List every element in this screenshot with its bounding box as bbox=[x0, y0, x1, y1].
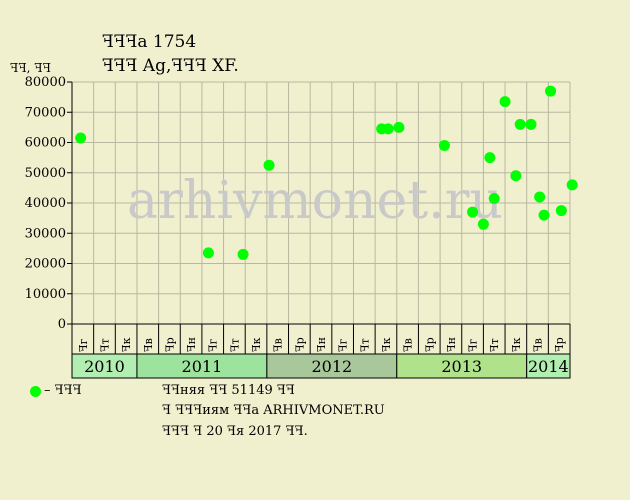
data-point bbox=[545, 85, 557, 97]
chart-title: ꟻꟻꟻa 1754 bbox=[102, 32, 197, 52]
watermark: arhivmonet.ru bbox=[127, 171, 503, 231]
y-tick-label: 40000 bbox=[25, 196, 66, 211]
x-tick-label: ꟻк bbox=[380, 337, 393, 352]
x-tick-label: ꟻн bbox=[445, 337, 458, 352]
x-tick-label: ꟻт bbox=[228, 338, 241, 352]
year-label: 2012 bbox=[311, 357, 352, 376]
data-point bbox=[237, 248, 249, 260]
year-band bbox=[136, 353, 268, 379]
x-axis: ꟻг ꟻт ꟻк ꟻв ꟻр ꟻн ꟻг ꟻт ꟻк ꟻв ꟻр ꟻн ꟻг ꟻт ꟻк ꟻв ꟻр ꟻн ꟻг ꟻт… bbox=[71, 324, 571, 379]
data-point bbox=[555, 205, 567, 217]
average-price-note: ꟻꟻняя ꟻꟻ 51149 ꟻꟻ bbox=[162, 383, 295, 398]
year-band bbox=[396, 353, 528, 379]
data-point bbox=[534, 191, 546, 203]
x-tick-label: ꟻр bbox=[423, 337, 436, 352]
y-tick-label: 10000 bbox=[25, 287, 66, 302]
x-tick-label: ꟻв bbox=[402, 338, 415, 352]
y-tick-label: 20000 bbox=[25, 257, 66, 272]
year-band bbox=[526, 353, 571, 379]
data-point bbox=[538, 209, 550, 221]
date-note: ꟻꟻꟻ ꟻ 20 ꟻя 2017 ꟻꟻ. bbox=[162, 424, 308, 439]
data-point bbox=[202, 247, 214, 259]
data-point bbox=[514, 118, 526, 130]
x-tick-label: ꟻн bbox=[315, 337, 328, 352]
legend-marker bbox=[30, 386, 41, 397]
y-tick-label: 80000 bbox=[25, 75, 66, 90]
year-label: 2011 bbox=[182, 357, 223, 376]
x-tick-label: ꟻн bbox=[185, 337, 198, 352]
x-tick-label: ꟻт bbox=[488, 338, 501, 352]
x-tick-label: ꟻт bbox=[98, 338, 111, 352]
data-point bbox=[438, 140, 450, 152]
x-tick-label: ꟻг bbox=[337, 338, 350, 352]
chart-subtitle: ꟻꟻꟻ Ag,ꟻꟻꟻ XF. bbox=[102, 56, 239, 76]
y-tick-label: 30000 bbox=[25, 226, 66, 241]
legend-label: – ꟻꟻꟻ bbox=[44, 383, 82, 398]
data-point bbox=[382, 123, 394, 135]
x-tick-label: ꟻк bbox=[250, 337, 263, 352]
data-point bbox=[484, 152, 496, 164]
year-label: 2013 bbox=[441, 357, 482, 376]
data-point bbox=[566, 179, 578, 191]
data-point bbox=[510, 170, 522, 182]
y-tick-label: 0 bbox=[58, 317, 66, 332]
x-tick-label: ꟻв bbox=[272, 338, 285, 352]
data-point bbox=[477, 218, 489, 230]
x-tick-label: ꟻк bbox=[510, 337, 523, 352]
x-tick-label: ꟻр bbox=[553, 337, 566, 352]
source-note: ꟻ ꟻꟻꟻиям ꟻꟻa ARHIVMONET.RU bbox=[162, 403, 385, 418]
x-tick-label: ꟻг bbox=[77, 338, 90, 352]
data-point bbox=[499, 96, 511, 108]
x-tick-label: ꟻр bbox=[293, 337, 306, 352]
x-tick-label: ꟻв bbox=[142, 338, 155, 352]
year-label: 2010 bbox=[84, 357, 125, 376]
data-point bbox=[75, 132, 87, 144]
axes: 0 10000 20000 30000 40000 50000 60000 70000 8000… bbox=[25, 75, 570, 332]
x-tick-label: ꟻг bbox=[467, 338, 480, 352]
x-tick-label: ꟻт bbox=[358, 338, 371, 352]
data-points bbox=[75, 85, 578, 260]
x-tick-label: ꟻр bbox=[163, 337, 176, 352]
data-point bbox=[525, 118, 537, 130]
x-tick-label: ꟻв bbox=[532, 338, 545, 352]
year-label: 2014 bbox=[528, 357, 569, 376]
data-point bbox=[467, 206, 479, 218]
x-tick-label: ꟻг bbox=[207, 338, 220, 352]
year-band bbox=[266, 353, 398, 379]
data-point bbox=[488, 192, 500, 204]
y-tick-label: 70000 bbox=[25, 105, 66, 120]
data-point bbox=[393, 121, 405, 133]
y-tick-label: 60000 bbox=[25, 136, 66, 151]
y-axis-units: ꟻꟻ, ꟻꟻ bbox=[10, 61, 51, 75]
data-point bbox=[263, 159, 275, 171]
y-tick-label: 50000 bbox=[25, 166, 66, 181]
x-tick-label: ꟻк bbox=[120, 337, 133, 352]
